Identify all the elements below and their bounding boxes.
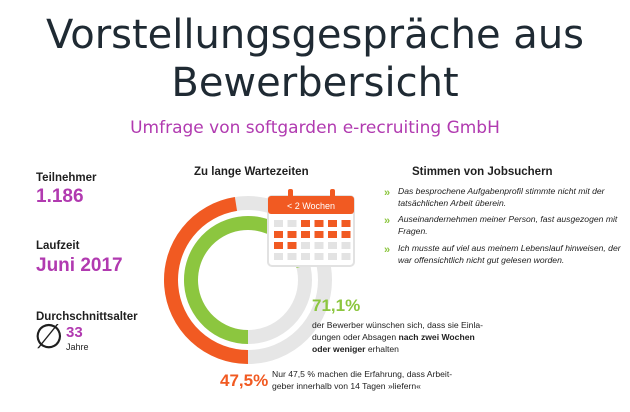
age-label: Durchschnittsalter: [36, 311, 138, 323]
voices-heading: Stimmen von Jobsuchern: [412, 166, 553, 178]
calendar-day-cell: [287, 231, 297, 238]
calendar-day-cell: [314, 231, 324, 238]
voice-quote-text: Ich musste auf viel aus meinem Lebenslau…: [398, 243, 621, 265]
green-desc-line-2: dungen oder Absagen: [312, 331, 399, 342]
period-value: Juni 2017: [36, 255, 123, 276]
period-label: Laufzeit: [36, 240, 80, 252]
calendar-day-cell: [274, 231, 283, 238]
calendar-day-cell: [287, 242, 297, 249]
inner-value-label: 71,1%: [312, 296, 361, 315]
calendar-day-cell: [301, 231, 310, 238]
outer-value-label: 47,5%: [220, 371, 269, 390]
calendar-day-cell: [328, 231, 337, 238]
voice-quote-3: » Ich musste auf viel aus meinem Lebensla…: [384, 243, 623, 266]
calendar-day-cell: [328, 220, 337, 227]
average-icon: ∅: [34, 318, 64, 356]
calendar-day-cell: [287, 220, 297, 227]
calendar-day-cell: [274, 253, 283, 260]
calendar-day-cell: [328, 242, 337, 249]
chart-title: Zu lange Wartezeiten: [194, 166, 309, 178]
green-description: der Bewerber wünschen sich, dass sie Ein…: [312, 320, 518, 356]
chevron-right-icon: »: [384, 244, 391, 256]
green-desc-line-1: der Bewerber wünschen sich, dass sie Ein…: [312, 320, 484, 330]
calendar-day-cell: [341, 231, 351, 238]
calendar-day-cell: [274, 220, 283, 227]
calendar-day-cell: [301, 253, 310, 260]
calendar-day-cell: [314, 242, 324, 249]
outer-ring-arc: [164, 197, 249, 364]
age-unit: Jahre: [66, 342, 89, 352]
voice-quote-2: » Auseinandernehmen meiner Person, fast a…: [384, 214, 623, 237]
green-desc-line-3-bold: oder weniger: [312, 343, 366, 354]
calendar-day-cell: [328, 253, 337, 260]
voice-quote-text: Auseinandernehmen meiner Person, fast au…: [398, 214, 618, 236]
participants-label: Teilnehmer: [36, 172, 97, 184]
page-subtitle: Umfrage von softgarden e-recruiting GmbH: [130, 118, 500, 138]
calendar-day-cell: [301, 242, 310, 249]
voice-quote-1: » Das besprochene Aufgabenprofil stimmte …: [384, 186, 623, 209]
chevron-right-icon: »: [384, 215, 391, 227]
calendar-day-cell: [341, 220, 351, 227]
green-desc-line-3: erhalten: [365, 343, 399, 354]
calendar-day-cell: [287, 253, 297, 260]
page-title-line-2: Bewerbersicht: [171, 60, 459, 106]
calendar-day-cell: [314, 220, 324, 227]
calendar-day-cell: [341, 242, 351, 249]
calendar-day-cell: [301, 220, 310, 227]
age-value: 33: [66, 324, 83, 341]
page-title-line-1: Vorstellungsgespräche aus: [45, 12, 585, 58]
orange-desc-line-1: Nur 47,5 % machen die Erfahrung, dass Ar…: [272, 369, 453, 379]
calendar-grid: [274, 220, 351, 260]
calendar-label: < 2 Wochen: [287, 201, 335, 211]
participants-value: 1.186: [36, 186, 84, 207]
calendar-icon: < 2 Wochen: [267, 189, 355, 267]
calendar-day-cell: [274, 242, 283, 249]
orange-description: Nur 47,5 % machen die Erfahrung, dass Ar…: [272, 369, 502, 393]
chevron-right-icon: »: [384, 187, 391, 199]
orange-desc-line-2: geber innerhalb von 14 Tagen »liefern«: [272, 380, 421, 391]
calendar-day-cell: [314, 253, 324, 260]
voice-quote-text: Das besprochene Aufgabenprofil stimmte n…: [398, 186, 605, 208]
green-desc-line-2-bold: nach zwei Wochen: [398, 331, 475, 342]
calendar-day-cell: [341, 253, 351, 260]
